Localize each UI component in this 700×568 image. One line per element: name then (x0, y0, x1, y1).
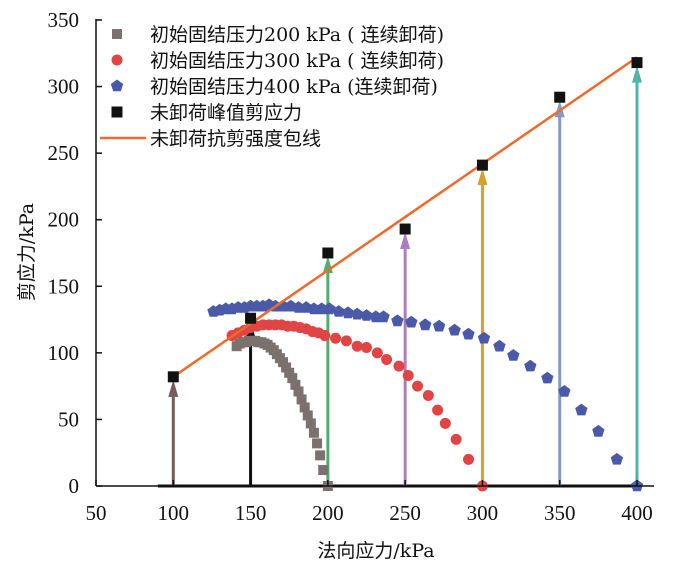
data-point (631, 57, 643, 69)
data-point (592, 424, 605, 437)
series-layer (167, 56, 644, 492)
data-point (281, 362, 292, 373)
data-point (493, 339, 506, 352)
data-point (476, 159, 488, 171)
data-point (245, 312, 257, 324)
data-point (315, 450, 326, 461)
y-tick-label: 150 (48, 274, 80, 298)
data-point (381, 354, 393, 366)
legend-swatch (112, 29, 122, 39)
legend-label: 初始固结压力300 kPa ( 连续卸荷) (150, 50, 444, 72)
data-point (507, 349, 520, 361)
data-point (393, 360, 405, 372)
data-point (371, 347, 383, 359)
data-point (319, 330, 331, 342)
data-point (323, 302, 336, 315)
data-point (341, 306, 355, 319)
data-point (360, 309, 373, 321)
data-point (305, 418, 316, 429)
data-point (462, 327, 475, 340)
x-tick-label: 400 (621, 501, 653, 525)
data-point (448, 323, 461, 336)
data-point (351, 340, 363, 352)
x-axis-title: 法向应力/kPa (317, 540, 434, 562)
data-point (318, 465, 329, 476)
y-tick-label: 350 (48, 8, 80, 32)
data-point (391, 314, 404, 327)
y-axis-title: 剪应力/kPa (16, 203, 38, 301)
series-0 (231, 335, 333, 491)
x-tick-label: 50 (86, 501, 107, 525)
axes (95, 19, 654, 487)
y-tick-label: 0 (69, 474, 80, 498)
x-tick-label: 200 (312, 501, 344, 525)
data-point (432, 404, 444, 416)
arrow-head (168, 379, 179, 397)
x-tick-label: 250 (389, 501, 421, 525)
series-1 (226, 319, 488, 492)
legend-label: 初始固结压力200 kPa ( 连续卸荷) (150, 24, 444, 46)
data-point (312, 438, 323, 449)
x-tick-label: 150 (235, 501, 267, 525)
data-point (402, 369, 414, 381)
data-point (351, 307, 364, 320)
arrow-head (400, 232, 411, 250)
x-tick-label: 100 (158, 501, 190, 525)
data-point (399, 223, 411, 235)
series-3 (167, 57, 643, 383)
y-tick-label: 300 (48, 75, 80, 99)
data-point (558, 385, 571, 397)
data-point (293, 386, 304, 397)
legend: 初始固结压力200 kPa ( 连续卸荷) 初始固结压力300 kPa ( 连续卸… (100, 24, 444, 150)
legend-swatch (111, 54, 123, 66)
data-point (422, 389, 434, 401)
data-point (524, 359, 537, 372)
legend-label: 初始固结压力400 kPa (连续卸荷) (150, 76, 438, 98)
data-point (299, 402, 310, 413)
data-point (330, 332, 342, 344)
y-tick-label: 200 (48, 208, 80, 232)
data-point (405, 315, 418, 328)
data-point (167, 371, 179, 383)
arrow-head (477, 168, 488, 186)
data-point (290, 379, 301, 390)
data-point (287, 373, 298, 384)
series-2 (207, 298, 644, 492)
data-point (477, 331, 491, 344)
legend-label: 未卸荷抗剪强度包线 (150, 128, 321, 150)
data-point (412, 380, 424, 392)
data-point (439, 417, 451, 429)
x-tick-label: 350 (544, 501, 576, 525)
data-point (419, 318, 432, 331)
data-point (332, 305, 345, 317)
data-point (284, 367, 295, 378)
y-tick-label: 50 (58, 407, 79, 431)
legend-swatch (111, 106, 123, 118)
data-point (463, 453, 475, 465)
data-point (610, 452, 624, 465)
data-point (433, 319, 446, 332)
arrow-head (632, 65, 642, 83)
legend-swatch (110, 79, 124, 92)
data-point (377, 310, 390, 323)
data-point (340, 335, 352, 347)
data-point (361, 342, 372, 354)
data-point (322, 247, 334, 259)
data-point (302, 410, 313, 421)
legend-label: 未卸荷峰值剪应力 (150, 102, 302, 124)
y-tick-label: 250 (48, 141, 80, 165)
x-tick-label: 300 (467, 501, 499, 525)
y-tick-label: 100 (48, 341, 80, 365)
data-point (278, 357, 289, 368)
data-point (296, 394, 307, 405)
data-point (554, 91, 566, 103)
data-point (541, 371, 554, 384)
data-point (308, 427, 319, 438)
data-point (450, 433, 462, 445)
data-point (575, 403, 588, 416)
ticks: 50 100 150 200 250 300 350 40005010015020025030… (48, 8, 653, 525)
